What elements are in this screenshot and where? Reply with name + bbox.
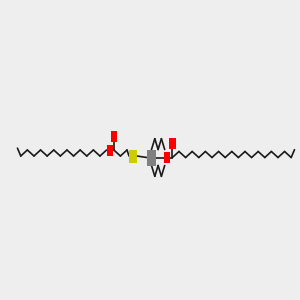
Bar: [106, 145, 113, 155]
Bar: [129, 149, 137, 163]
Bar: [147, 149, 156, 166]
Bar: [164, 152, 170, 163]
Bar: [110, 130, 117, 142]
Bar: [169, 138, 176, 149]
